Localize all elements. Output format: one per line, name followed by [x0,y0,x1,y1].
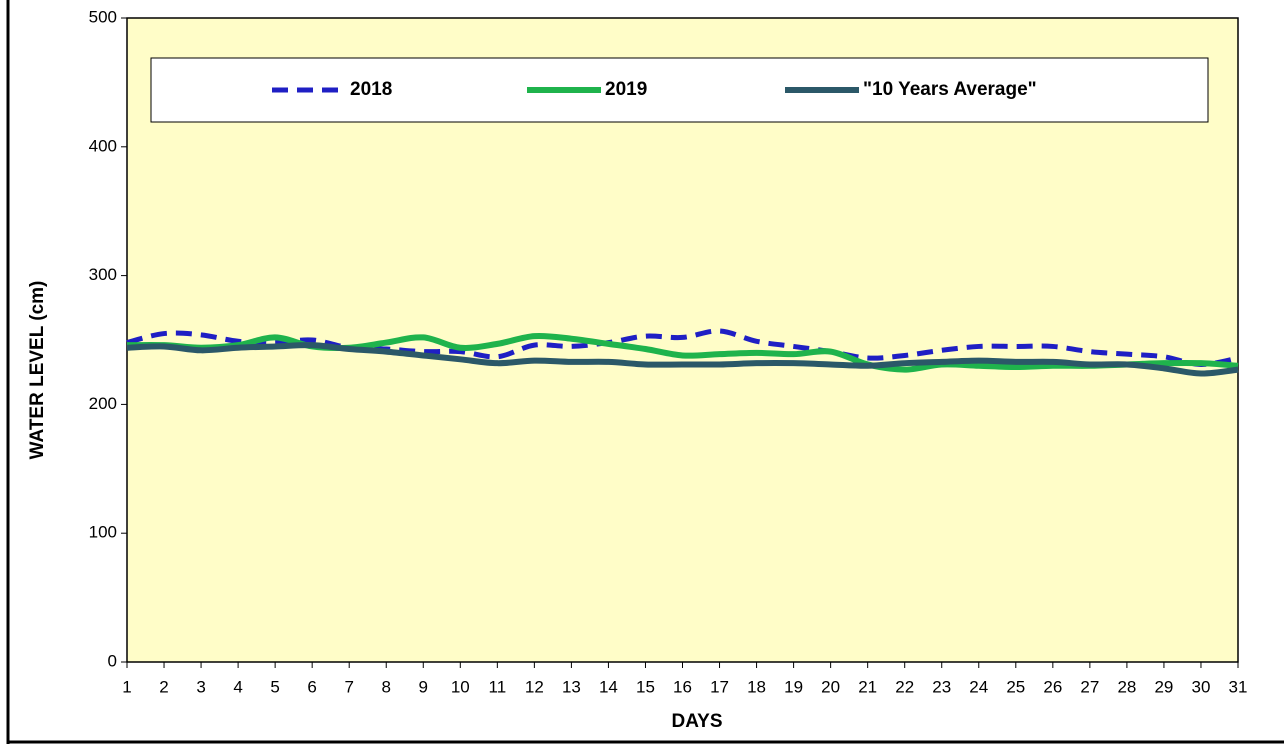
legend-label: "10 Years Average" [863,79,1037,100]
x-tick-label: 9 [419,677,428,696]
y-tick-label: 500 [89,7,117,26]
x-tick-label: 20 [821,677,840,696]
x-tick-label: 5 [270,677,279,696]
x-tick-label: 12 [525,677,544,696]
x-tick-label: 16 [673,677,692,696]
x-tick-label: 14 [599,677,618,696]
x-tick-label: 3 [196,677,205,696]
x-tick-label: 30 [1192,677,1211,696]
x-tick-label: 1 [122,677,131,696]
y-tick-label: 0 [108,651,117,670]
x-tick-label: 23 [932,677,951,696]
legend-label: 2018 [350,79,392,100]
series-line [126,328,1239,367]
x-tick-label: 15 [636,677,655,696]
x-tick-label: 18 [747,677,766,696]
x-tick-label: 21 [858,677,877,696]
x-tick-label: 31 [1229,677,1248,696]
y-tick-label: 100 [89,523,117,542]
series-line [126,342,1239,377]
y-tick-label: 400 [89,136,117,155]
x-tick-label: 11 [489,677,507,696]
x-tick-label: 10 [451,677,470,696]
x-tick-label: 17 [710,677,729,696]
y-tick-label: 300 [89,265,117,284]
y-tick-label: 200 [89,394,117,413]
x-axis-label: DAYS [671,711,722,732]
x-tick-label: 4 [233,677,242,696]
legend-label: 2019 [605,79,647,100]
x-tick-label: 13 [562,677,581,696]
x-tick-label: 25 [1006,677,1025,696]
x-tick-label: 6 [307,677,316,696]
x-tick-label: 24 [969,677,988,696]
x-tick-label: 22 [895,677,914,696]
x-tick-label: 27 [1080,677,1099,696]
x-tick-label: 26 [1043,677,1062,696]
x-tick-label: 28 [1117,677,1136,696]
x-tick-label: 19 [784,677,803,696]
y-axis-label: WATER LEVEL (cm) [27,281,48,460]
x-tick-label: 2 [159,677,168,696]
x-tick-label: 7 [344,677,353,696]
x-tick-label: 8 [381,677,390,696]
x-tick-label: 29 [1154,677,1173,696]
